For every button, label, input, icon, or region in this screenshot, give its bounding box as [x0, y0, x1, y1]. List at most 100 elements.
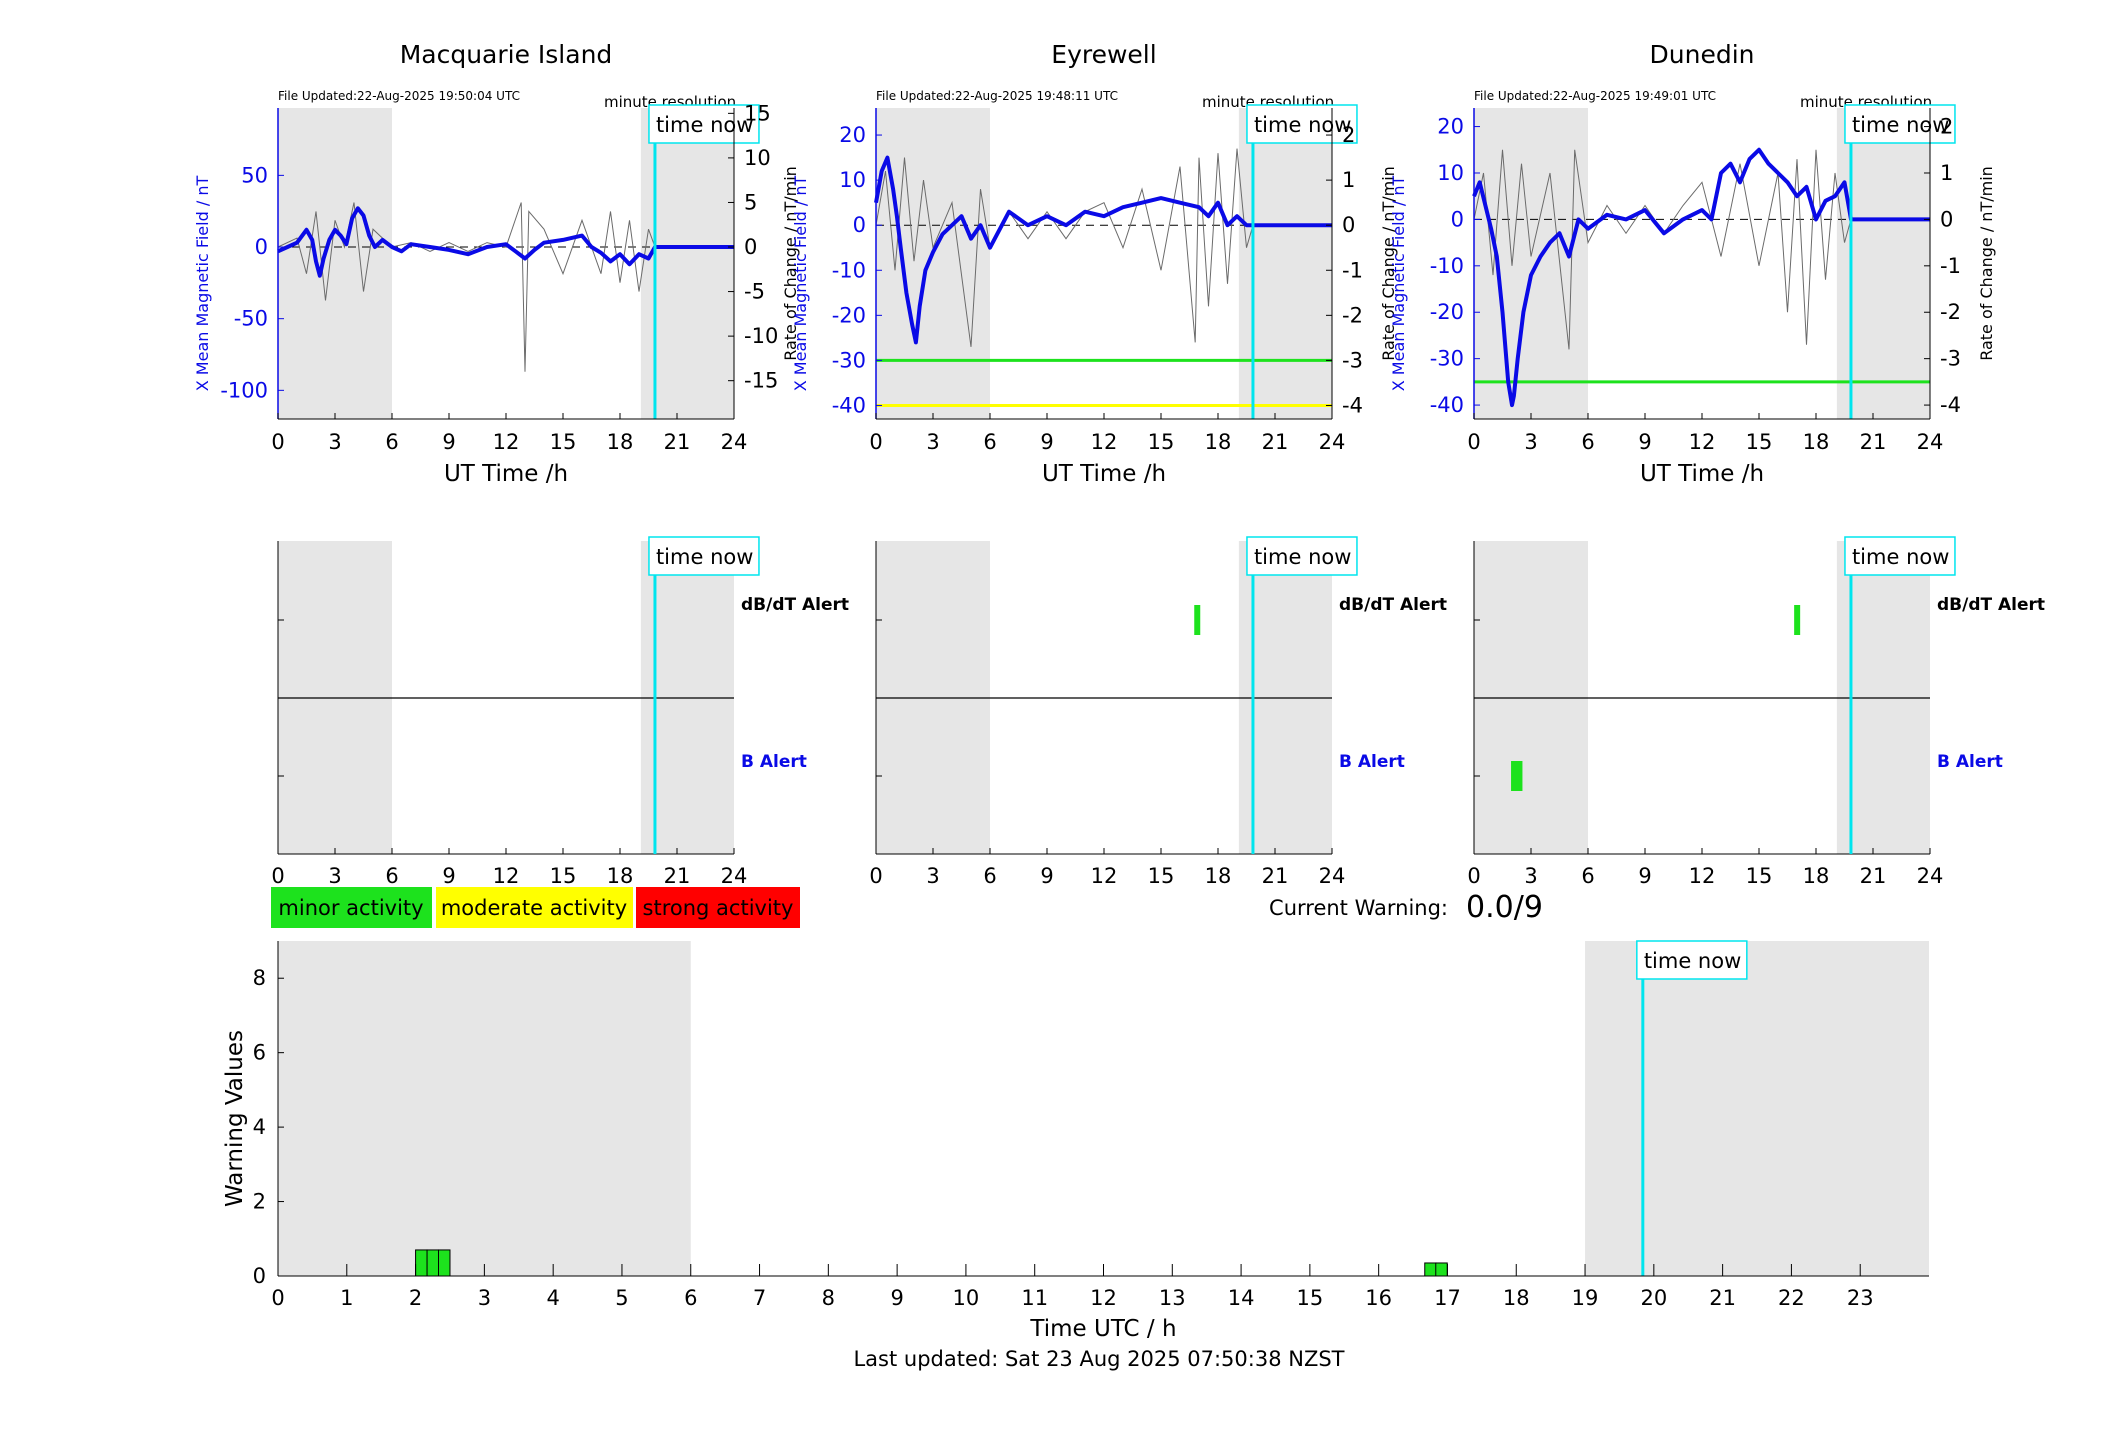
alert-event-bar [1794, 605, 1801, 635]
file-updated-note: File Updated:22-Aug-2025 19:50:04 UTC [278, 89, 520, 103]
x-tick-label: 9 [442, 430, 455, 454]
x-tick-label: 12 [1689, 430, 1716, 454]
alert-event-bar [1194, 605, 1201, 635]
x-tick-label: 24 [721, 864, 748, 888]
x-tick-label: 7 [753, 1286, 766, 1310]
y-tick-label: 6 [253, 1041, 266, 1065]
x-tick-label: 24 [721, 430, 748, 454]
warning-bar [415, 1249, 428, 1277]
y-tick-label: 0 [253, 1264, 266, 1288]
time-now-label: time now [1254, 545, 1351, 569]
x-tick-label: 0 [869, 430, 882, 454]
x-tick-label: 6 [684, 1286, 697, 1310]
y-left-tick-label: -10 [1430, 254, 1464, 278]
x-tick-label: 3 [1524, 430, 1537, 454]
y-right-tick-label: 2 [1940, 115, 1953, 139]
x-tick-label: 16 [1365, 1286, 1392, 1310]
y-right-tick-label: 15 [744, 101, 771, 125]
x-tick-label: 9 [890, 1286, 903, 1310]
x-tick-label: 12 [1090, 1286, 1117, 1310]
file-updated-note: File Updated:22-Aug-2025 19:48:11 UTC [876, 89, 1118, 103]
x-axis-label: UT Time /h [1042, 461, 1166, 487]
x-tick-label: 0 [869, 864, 882, 888]
y-right-tick-label: -4 [1940, 393, 1961, 417]
y-left-axis-label: X Mean Magnetic Field / nT [1389, 176, 1408, 392]
y-right-tick-label: -15 [744, 369, 778, 393]
time-now-box [1636, 940, 1748, 980]
y-right-tick-label: 0 [744, 235, 757, 259]
y-right-tick-label: 5 [744, 190, 757, 214]
y-left-tick-label: 50 [241, 163, 268, 187]
legend-moderate-label: moderate activity [441, 896, 627, 920]
alert-panel-1: time now dB/dT Alert B Alert 0 3 6 9 12 15 18 21 24 [869, 536, 1447, 888]
b-alert-label: B Alert [741, 752, 807, 772]
y-left-tick-label: -50 [234, 307, 268, 331]
y-right-tick-label: 1 [1940, 161, 1953, 185]
warning-bar [426, 1249, 440, 1277]
mean-field-line [874, 155, 1332, 345]
dbdt-alert-label: dB/dT Alert [1937, 595, 2045, 615]
y-right-tick-label: -3 [1342, 348, 1363, 372]
y-left-tick-label: -20 [832, 303, 866, 327]
current-warning-label: Current Warning: [1269, 896, 1448, 920]
x-tick-label: 18 [607, 864, 634, 888]
x-tick-label: 24 [1319, 430, 1346, 454]
y-left-tick-label: 20 [1437, 115, 1464, 139]
time-now-box [1246, 536, 1358, 576]
x-tick-label: 3 [328, 430, 341, 454]
night-shade [1585, 941, 1929, 1276]
legend-moderate-swatch [436, 887, 633, 928]
x-tick-label: 8 [822, 1286, 835, 1310]
x-tick-label: 6 [983, 864, 996, 888]
legend-strong-swatch [636, 887, 800, 928]
mean-field-line [1472, 147, 1930, 408]
x-tick-label: 9 [1040, 864, 1053, 888]
x-tick-label: 18 [1503, 1286, 1530, 1310]
alert-panels: time now dB/dT Alert B Alert 0 3 6 9 12 15 18 21 24… [271, 536, 2045, 888]
x-tick-label: 3 [478, 1286, 491, 1310]
x-tick-label: 9 [1638, 864, 1651, 888]
y-left-axis-label: X Mean Magnetic Field / nT [791, 176, 810, 392]
x-tick-label: 4 [546, 1286, 559, 1310]
y-tick-label: 2 [253, 1190, 266, 1214]
x-tick-label: 15 [1297, 1286, 1324, 1310]
y-right-tick-label: -3 [1940, 347, 1961, 371]
time-now-box [648, 536, 760, 576]
x-axis-label: UT Time /h [1640, 461, 1764, 487]
x-tick-label: 6 [983, 430, 996, 454]
y-left-tick-label: -20 [1430, 300, 1464, 324]
warning-bar [437, 1249, 451, 1277]
y-right-tick-label: -4 [1342, 393, 1363, 417]
night-shade [876, 108, 990, 419]
warning-y-axis-label: Warning Values [222, 1030, 248, 1207]
station-title: Eyrewell [1051, 40, 1156, 69]
station-panel-1: Eyrewell File Updated:22-Aug-2025 19:48:1… [791, 40, 1398, 487]
x-tick-label: 3 [926, 430, 939, 454]
x-tick-label: 18 [1803, 430, 1830, 454]
y-right-tick-label: 10 [744, 146, 771, 170]
x-tick-label: 24 [1917, 864, 1944, 888]
dbdt-alert-label: dB/dT Alert [1339, 595, 1447, 615]
x-tick-label: 12 [1689, 864, 1716, 888]
x-tick-label: 0 [271, 864, 284, 888]
x-tick-label: 12 [1091, 430, 1118, 454]
warning-bar [1435, 1262, 1448, 1277]
station-panel-0: Macquarie Island File Updated:22-Aug-2025… [193, 40, 800, 487]
x-tick-label: 21 [1709, 1286, 1736, 1310]
x-tick-label: 18 [1205, 430, 1232, 454]
x-tick-label: 15 [550, 430, 577, 454]
station-panel-2: Dunedin File Updated:22-Aug-2025 19:49:01… [1389, 40, 1996, 487]
y-left-tick-label: 10 [839, 168, 866, 192]
y-left-tick-label: 0 [1451, 207, 1464, 231]
x-tick-label: 15 [1148, 430, 1175, 454]
alert-panel-0: time now dB/dT Alert B Alert 0 3 6 9 12 15 18 21 24 [271, 536, 849, 888]
last-updated: Last updated: Sat 23 Aug 2025 07:50:38 N… [853, 1347, 1344, 1371]
x-tick-label: 14 [1228, 1286, 1255, 1310]
legend-strong-label: strong activity [643, 896, 794, 920]
x-tick-label: 21 [1860, 864, 1887, 888]
y-right-tick-label: -5 [744, 280, 765, 304]
y-left-tick-label: -100 [220, 378, 268, 402]
y-right-tick-label: 0 [1940, 207, 1953, 231]
x-tick-label: 11 [1021, 1286, 1048, 1310]
